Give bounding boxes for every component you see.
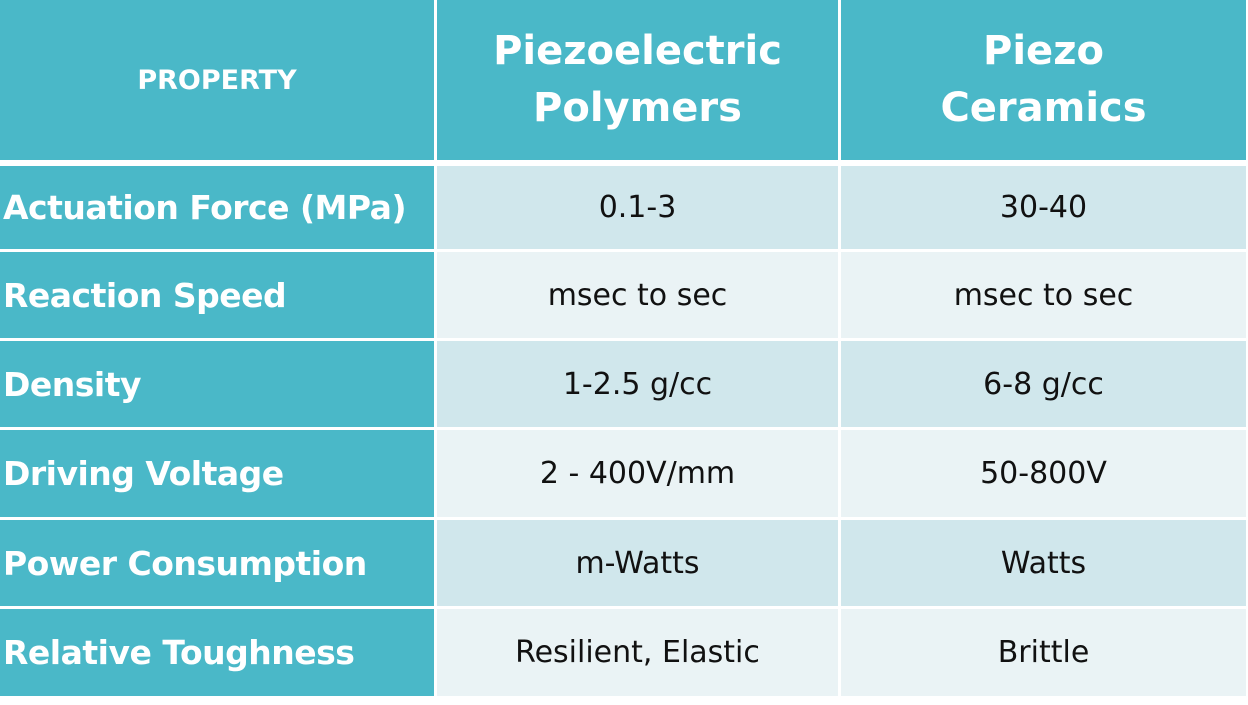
header-label-line2: Ceramics: [940, 85, 1147, 131]
cell-ceramics: msec to sec: [841, 252, 1246, 338]
cell-polymers: 0.1-3: [437, 166, 838, 249]
cell-polymers: 2 - 400V/mm: [437, 430, 838, 517]
row-property: Reaction Speed: [0, 252, 434, 338]
header-label-line1: Piezoelectric: [493, 28, 782, 74]
row-property: Actuation Force (MPa): [0, 166, 434, 249]
row-property: Relative Toughness: [0, 609, 434, 696]
cell-ceramics: 30-40: [841, 166, 1246, 249]
header-piezo-ceramics: Piezo Ceramics: [841, 0, 1246, 160]
row-property: Density: [0, 341, 434, 427]
header-piezoelectric-polymers: Piezoelectric Polymers: [437, 0, 838, 160]
cell-polymers: Resilient, Elastic: [437, 609, 838, 696]
cell-ceramics: 6-8 g/cc: [841, 341, 1246, 427]
cell-ceramics: 50-800V: [841, 430, 1246, 517]
header-label-line2: Polymers: [533, 85, 742, 131]
header-property-label: PROPERTY: [137, 64, 297, 96]
row-property: Driving Voltage: [0, 430, 434, 517]
cell-ceramics: Watts: [841, 520, 1246, 606]
header-label-line1: Piezo: [983, 28, 1104, 74]
row-property: Power Consumption: [0, 520, 434, 606]
cell-polymers: msec to sec: [437, 252, 838, 338]
cell-ceramics: Brittle: [841, 609, 1246, 696]
header-property: PROPERTY: [0, 0, 434, 160]
cell-polymers: 1-2.5 g/cc: [437, 341, 838, 427]
cell-polymers: m-Watts: [437, 520, 838, 606]
